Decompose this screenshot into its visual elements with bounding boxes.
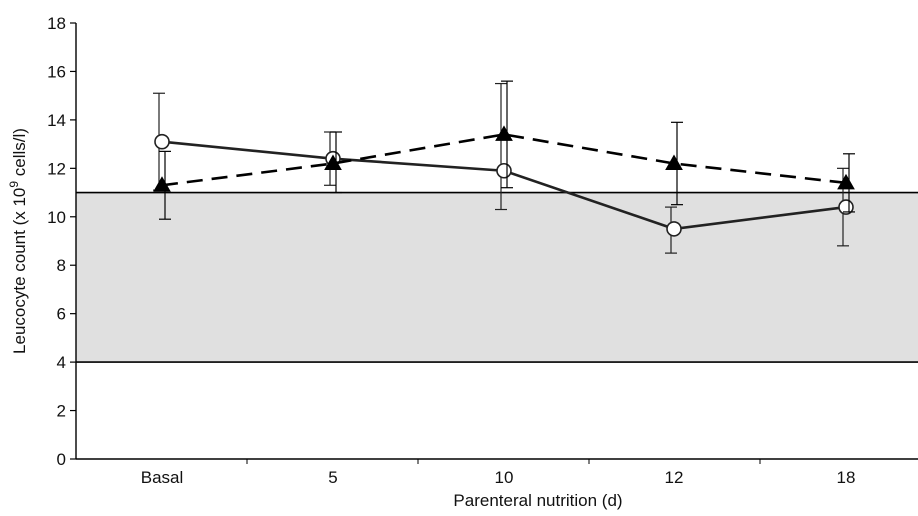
x-axis-title: Parenteral nutrition (d) <box>453 491 622 510</box>
data-point <box>324 154 342 170</box>
y-tick-label: 12 <box>47 159 66 178</box>
y-tick-label: 14 <box>47 111 66 130</box>
y-tick-label: 4 <box>57 353 66 372</box>
series-filled-triangle <box>153 80 855 220</box>
y-tick-label: 18 <box>47 14 66 33</box>
y-tick-label: 0 <box>57 450 66 469</box>
y-tick-label: 10 <box>47 208 66 227</box>
data-point <box>153 176 171 192</box>
data-point <box>154 133 170 150</box>
series-line <box>161 133 847 187</box>
x-tick-label: Basal <box>141 468 184 487</box>
data-point <box>496 162 512 179</box>
y-tick-label: 6 <box>57 305 66 324</box>
x-tick-label: 12 <box>665 468 684 487</box>
x-tick-label: 5 <box>328 468 337 487</box>
x-tick-label: 10 <box>495 468 514 487</box>
data-point <box>666 221 682 237</box>
data-point <box>665 154 683 170</box>
y-axis-title: Leucocyte count (x 109 cells/l) <box>7 128 29 354</box>
data-point <box>837 173 855 190</box>
y-tick-label: 16 <box>47 62 66 81</box>
data-point <box>495 125 513 141</box>
reference-band <box>76 192 918 363</box>
x-tick-label: 18 <box>837 468 856 487</box>
y-tick-label: 2 <box>57 402 66 421</box>
y-tick-label: 8 <box>57 256 66 275</box>
